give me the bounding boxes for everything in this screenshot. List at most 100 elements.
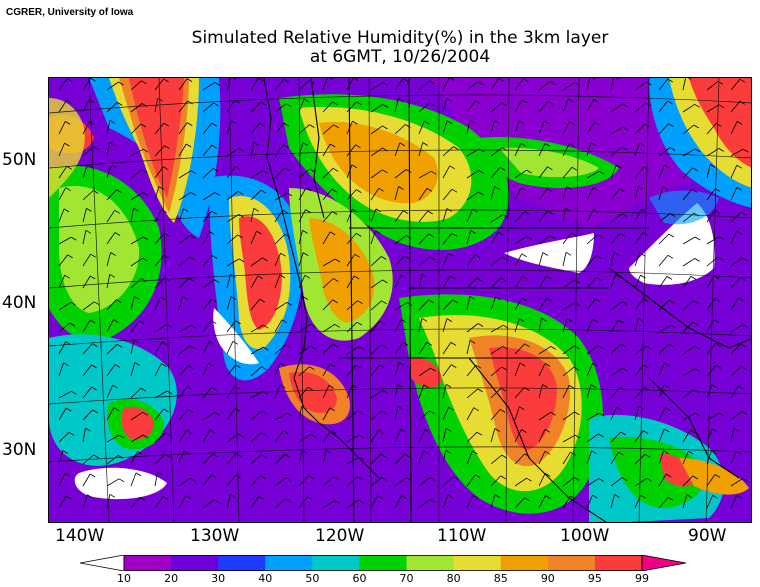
wind-barb xyxy=(346,300,358,311)
wind-barb xyxy=(514,78,524,91)
wind-barb xyxy=(58,432,70,443)
wind-barb-tick xyxy=(382,169,388,174)
wind-barb-tick xyxy=(401,495,407,499)
wind-barb-tick xyxy=(89,121,95,125)
wind-barb-tick xyxy=(380,453,387,458)
wind-barb xyxy=(442,407,450,421)
wind-barb-tick xyxy=(398,98,404,102)
wind-barb xyxy=(226,474,237,487)
wind-barb xyxy=(538,81,551,91)
wind-barb-tick xyxy=(544,450,551,455)
wind-barb xyxy=(490,147,503,157)
wind-barb xyxy=(370,300,382,311)
wind-barb xyxy=(346,364,357,377)
wind-barb-tick xyxy=(378,187,384,192)
wind-barb-tick xyxy=(234,385,240,390)
wind-barb xyxy=(394,255,405,267)
wind-barb xyxy=(682,148,696,157)
colorbar-tick-label: 30 xyxy=(211,572,226,585)
wind-barb xyxy=(298,433,311,443)
wind-barb-tick xyxy=(739,78,746,83)
wind-barb-tick xyxy=(494,428,501,432)
wind-barb-tick xyxy=(382,125,388,130)
wind-barb xyxy=(706,188,716,201)
wind-barb-tick xyxy=(526,477,532,482)
wind-barb-tick xyxy=(715,365,722,369)
wind-barb-tick xyxy=(139,497,146,501)
wind-barb-tick xyxy=(381,300,387,305)
wind-barb-tick xyxy=(591,450,597,455)
wind-barb-tick xyxy=(332,299,338,304)
wind-barb-tick xyxy=(546,297,552,302)
wind-barb xyxy=(466,364,477,377)
wind-barb xyxy=(658,78,669,91)
wind-barb-tick xyxy=(495,296,501,301)
wind-barb-tick xyxy=(451,188,458,193)
wind-barb xyxy=(322,211,333,223)
wind-barb-tick xyxy=(352,208,358,213)
wind-barb-tick xyxy=(137,451,143,455)
wind-barb-tick xyxy=(642,430,649,434)
wind-barb-tick xyxy=(544,120,550,125)
wind-barb xyxy=(274,274,281,289)
wind-barb xyxy=(610,367,623,377)
wind-barb xyxy=(586,142,592,157)
wind-barb-tick xyxy=(569,121,575,126)
wind-barb xyxy=(442,364,452,377)
wind-barb xyxy=(418,318,423,333)
wind-barb xyxy=(202,255,213,267)
wind-barb xyxy=(586,234,598,245)
wind-barb-tick xyxy=(521,187,527,191)
wind-barb xyxy=(418,210,429,223)
wind-barb-tick xyxy=(667,254,674,259)
wind-barb-tick xyxy=(429,256,435,261)
wind-barb-tick xyxy=(549,235,556,239)
wind-barb-tick xyxy=(616,406,622,411)
wind-barb xyxy=(634,123,646,135)
wind-barb xyxy=(322,168,334,179)
wind-barb xyxy=(394,495,402,509)
wind-barb xyxy=(178,365,189,377)
wind-barb-tick xyxy=(637,185,644,190)
wind-barb xyxy=(586,170,600,179)
wind-barb-tick xyxy=(644,453,651,458)
wind-barb xyxy=(514,236,527,245)
wind-barb xyxy=(226,100,236,113)
wind-barb xyxy=(730,211,742,223)
wind-barb-tick xyxy=(664,428,670,433)
wind-barb-tick xyxy=(472,450,478,455)
wind-barb-tick xyxy=(211,144,217,149)
wind-barb xyxy=(178,192,192,201)
wind-barb-tick xyxy=(63,362,69,367)
wind-barb-tick xyxy=(713,319,720,324)
wind-barb xyxy=(586,99,594,113)
wind-barb-tick xyxy=(404,453,411,458)
wind-barb xyxy=(298,142,304,157)
wind-barb-tick xyxy=(398,186,404,190)
wind-barb-tick xyxy=(736,494,743,499)
lat-label-40n: 40N xyxy=(2,293,37,313)
wind-barb xyxy=(418,450,424,465)
wind-barb-tick xyxy=(639,252,646,257)
wind-barb xyxy=(298,475,309,487)
wind-barb-tick xyxy=(714,188,721,192)
wind-barb-tick xyxy=(477,323,484,327)
wind-barb-tick xyxy=(690,276,697,280)
wind-barb xyxy=(58,495,67,509)
wind-barb xyxy=(586,187,594,201)
wind-barb xyxy=(730,495,738,509)
wind-barb xyxy=(682,212,695,223)
wind-barb xyxy=(178,324,192,333)
wind-barb xyxy=(706,343,717,355)
wind-barb xyxy=(610,103,623,113)
wind-barb-tick xyxy=(66,99,72,104)
wind-barb xyxy=(538,384,543,399)
wind-barb-tick xyxy=(142,257,148,262)
wind-barb-tick xyxy=(355,364,362,369)
wind-barb xyxy=(682,429,691,443)
wind-barb-tick xyxy=(92,409,98,414)
wind-barb xyxy=(178,256,190,267)
wind-barb-tick xyxy=(666,276,673,280)
lon-label-130w: 130W xyxy=(190,526,240,546)
wind-barb-tick xyxy=(503,324,509,329)
